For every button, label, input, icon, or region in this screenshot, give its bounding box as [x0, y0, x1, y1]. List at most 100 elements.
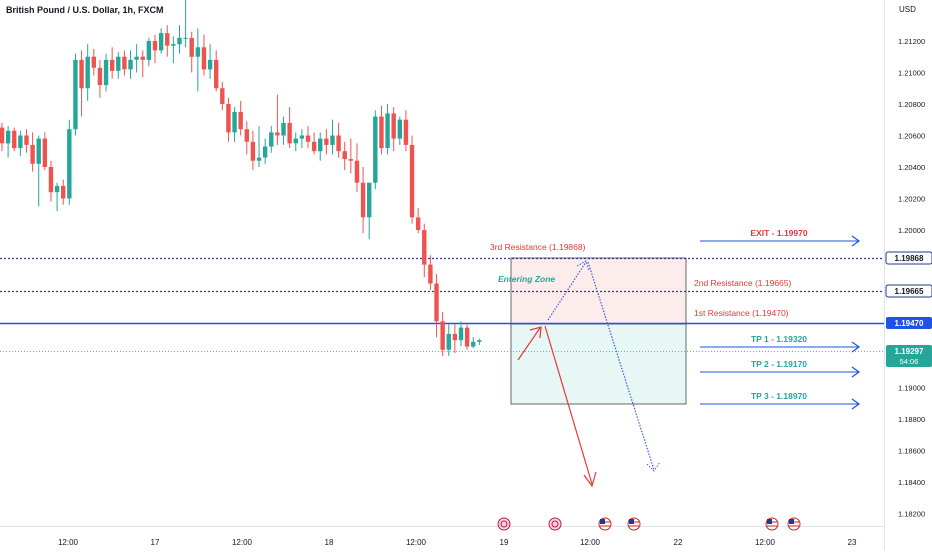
candle-body[interactable]: [24, 135, 29, 145]
candle-body[interactable]: [360, 182, 366, 218]
candle-body[interactable]: [391, 113, 396, 139]
candle-body[interactable]: [226, 104, 231, 133]
resistance-1-price-tag-text: 1.19470: [895, 319, 924, 328]
candle-body[interactable]: [428, 264, 433, 284]
candle-body[interactable]: [477, 340, 482, 342]
candle-body[interactable]: [189, 37, 194, 57]
candle-body[interactable]: [48, 167, 54, 193]
candle-body[interactable]: [12, 130, 17, 149]
candle-body[interactable]: [409, 144, 415, 218]
target-zone-box[interactable]: [510, 323, 687, 405]
candle-body[interactable]: [262, 146, 268, 158]
candle-body[interactable]: [415, 217, 421, 230]
candle-body[interactable]: [422, 230, 427, 265]
candle-body[interactable]: [367, 182, 372, 218]
candle-body[interactable]: [318, 138, 323, 152]
time-axis[interactable]: 12:00 17 12:00 18 12:00 19 12:00 22 12:00 23: [58, 538, 857, 547]
candle-body[interactable]: [403, 119, 409, 145]
exit-label: EXIT - 1.19970: [750, 228, 807, 238]
economic-event-icon[interactable]: [497, 517, 511, 531]
candle-body[interactable]: [177, 37, 182, 45]
candle-body[interactable]: [275, 132, 280, 136]
candle-body[interactable]: [256, 157, 262, 161]
candle-body[interactable]: [342, 151, 347, 160]
candle-body[interactable]: [152, 41, 158, 51]
candle-body[interactable]: [73, 59, 78, 130]
candle-body[interactable]: [440, 321, 445, 350]
candle-body[interactable]: [79, 59, 84, 89]
us-flag-icon[interactable]: [787, 517, 801, 531]
candle-body[interactable]: [471, 341, 476, 347]
candle-body[interactable]: [140, 56, 145, 60]
candle-body[interactable]: [281, 122, 286, 136]
candle-body[interactable]: [373, 116, 378, 183]
candle-body[interactable]: [183, 37, 188, 39]
candle-body[interactable]: [305, 135, 311, 142]
candle-body[interactable]: [458, 327, 464, 341]
current-price-tag-text: 1.19297: [895, 347, 924, 356]
candle-body[interactable]: [85, 56, 90, 89]
candle-body[interactable]: [287, 122, 292, 144]
candle-body[interactable]: [464, 327, 470, 347]
candle-body[interactable]: [207, 59, 213, 70]
time-tick-label: 12:00: [406, 538, 427, 547]
candle-body[interactable]: [97, 67, 103, 86]
candle-body[interactable]: [336, 135, 341, 152]
candle-body[interactable]: [54, 185, 60, 193]
candle-body[interactable]: [128, 59, 133, 70]
candle-body[interactable]: [146, 41, 152, 60]
candle-body[interactable]: [379, 116, 384, 149]
candle-body[interactable]: [324, 138, 329, 145]
us-flag-icon[interactable]: [765, 517, 779, 531]
candle-body[interactable]: [220, 88, 225, 104]
candle-body[interactable]: [18, 135, 23, 149]
candle-body[interactable]: [311, 141, 317, 152]
candle-body[interactable]: [61, 185, 66, 199]
candle-body[interactable]: [354, 160, 360, 183]
economic-event-icon[interactable]: [548, 517, 562, 531]
resistance-1-label: 1st Resistance (1.19470): [694, 308, 789, 318]
candle-body[interactable]: [171, 44, 176, 46]
us-flag-icon[interactable]: [598, 517, 612, 531]
candle-body[interactable]: [36, 138, 41, 164]
candle-body[interactable]: [452, 333, 458, 341]
candle-body[interactable]: [397, 119, 402, 139]
candle-body[interactable]: [91, 56, 96, 68]
candle-body[interactable]: [158, 33, 164, 51]
candle-body[interactable]: [109, 59, 115, 71]
candle-body[interactable]: [385, 113, 390, 148]
candle-body[interactable]: [134, 56, 139, 60]
candle-body[interactable]: [250, 141, 256, 161]
candle-body[interactable]: [232, 111, 237, 133]
candle-body[interactable]: [348, 159, 354, 161]
resistance-2-price-tag: [885, 284, 932, 298]
candle-body[interactable]: [30, 144, 35, 164]
candle-body[interactable]: [165, 33, 170, 46]
candle-body[interactable]: [269, 132, 274, 147]
candle-body[interactable]: [446, 333, 451, 350]
candle-body[interactable]: [122, 56, 127, 70]
candle-body[interactable]: [0, 127, 5, 144]
candle-body[interactable]: [103, 59, 109, 86]
candle-body[interactable]: [330, 135, 335, 145]
candle-body[interactable]: [238, 111, 243, 130]
candle-body[interactable]: [434, 283, 439, 322]
candle-body[interactable]: [293, 138, 298, 144]
candle-body[interactable]: [299, 135, 305, 139]
price-tick-label: 1.21200: [898, 37, 925, 46]
price-tick-label: 1.20200: [898, 195, 925, 204]
projection-up-arrow-head: [529, 326, 542, 339]
candle-body[interactable]: [201, 47, 207, 70]
candle-body[interactable]: [42, 138, 48, 167]
candle-body[interactable]: [116, 56, 121, 71]
candle-body[interactable]: [244, 129, 249, 142]
tp3-label: TP 3 - 1.18970: [751, 391, 807, 401]
candle-body[interactable]: [214, 59, 219, 89]
candle-body[interactable]: [5, 130, 11, 144]
candle-body[interactable]: [195, 47, 201, 57]
candle-body[interactable]: [67, 129, 72, 199]
us-flag-icon[interactable]: [627, 517, 641, 531]
